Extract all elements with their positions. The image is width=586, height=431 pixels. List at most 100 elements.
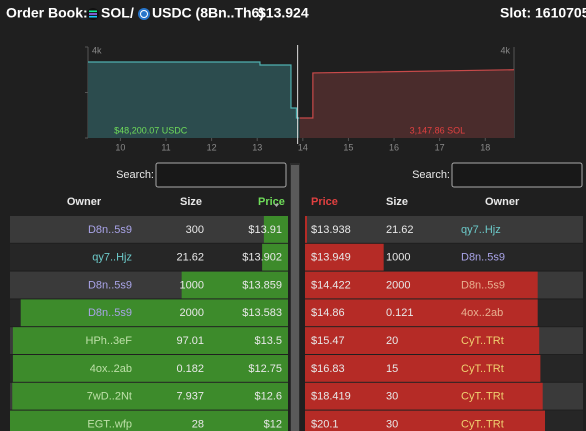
price: $13.583 xyxy=(242,307,282,319)
x-tick-label: 15 xyxy=(343,142,353,152)
sort-arrow xyxy=(274,204,279,207)
depth-bar xyxy=(12,327,288,354)
row-background xyxy=(10,216,288,243)
x-tick-label: 13 xyxy=(252,142,262,152)
y-tick-label: 4k xyxy=(92,45,102,55)
size: 97.01 xyxy=(176,335,204,347)
table-header xyxy=(10,188,288,214)
depth-bar xyxy=(305,299,538,327)
mid-price: $13.924 xyxy=(258,5,309,21)
owner: 4ox..2ab xyxy=(90,363,132,375)
x-tick-label: 11 xyxy=(161,142,170,152)
depth-bar xyxy=(305,216,307,243)
column-header: Size xyxy=(180,196,202,208)
size: 7.937 xyxy=(176,391,204,403)
search-input[interactable] xyxy=(451,162,583,188)
owner: D8n..5s9 xyxy=(88,224,132,236)
owner: D8n..5s9 xyxy=(88,307,132,319)
owner: CyT..TRt xyxy=(461,335,504,347)
price: $12.6 xyxy=(254,391,282,403)
size: 1000 xyxy=(386,252,410,264)
depth-bar xyxy=(305,382,543,410)
depth-bar xyxy=(262,243,288,271)
owner: D8n..5s9 xyxy=(88,279,132,291)
column-header: Size xyxy=(386,196,408,208)
size: 2000 xyxy=(386,279,410,291)
search-label: Search: xyxy=(116,169,154,181)
price: $15.47 xyxy=(311,335,345,347)
depth-bar xyxy=(10,410,288,431)
x-tick-label: 16 xyxy=(389,142,399,152)
owner: CyT..TRt xyxy=(461,418,504,430)
asks-depth-line xyxy=(299,69,515,119)
price: $14.422 xyxy=(311,279,351,291)
depth-bar xyxy=(181,271,288,299)
price: $13.5 xyxy=(254,335,282,347)
size: 20 xyxy=(386,335,398,347)
depth-bar xyxy=(305,271,538,299)
owner: qy7..Hjz xyxy=(92,252,132,264)
price: $12.75 xyxy=(248,363,282,375)
owner: CyT..TRt xyxy=(461,363,504,375)
separator: / xyxy=(130,5,134,21)
depth-bar xyxy=(305,327,540,354)
slot: Slot: 16107058 xyxy=(500,5,586,21)
size: 30 xyxy=(386,418,398,430)
price: $16.83 xyxy=(311,363,345,375)
owner: 4ox..2ab xyxy=(461,307,503,319)
size: 15 xyxy=(386,363,398,375)
price: $20.1 xyxy=(311,418,339,430)
price: $13.91 xyxy=(248,224,282,236)
owner: D8n..5s9 xyxy=(461,279,505,291)
column-header: Owner xyxy=(67,196,102,208)
y-tick-label: 4k xyxy=(500,45,510,55)
depth-bar xyxy=(305,355,541,382)
owner: qy7..Hjz xyxy=(461,224,501,236)
row-background xyxy=(305,216,583,243)
sol-icon xyxy=(87,8,99,20)
price: $13.949 xyxy=(311,252,351,264)
x-tick-label: 18 xyxy=(480,142,490,152)
table-header xyxy=(305,188,583,214)
price: $13.859 xyxy=(242,279,282,291)
asks-depth-area xyxy=(299,69,514,138)
size: 0.182 xyxy=(176,363,204,375)
size: 21.62 xyxy=(176,252,204,264)
size: 300 xyxy=(186,224,204,236)
base-token: SOL xyxy=(101,5,130,21)
price: $13.938 xyxy=(311,224,351,236)
price: $14.86 xyxy=(311,307,345,319)
owner: HPh..3eF xyxy=(86,335,133,347)
x-tick-label: 14 xyxy=(298,142,308,152)
size: 28 xyxy=(192,418,204,430)
size: 21.62 xyxy=(386,224,414,236)
owner: EGT..wfp xyxy=(87,418,132,430)
depth-total: 3,147.86 SOL xyxy=(410,125,466,135)
depth-total: $48,200.07 USDC xyxy=(114,125,188,135)
bids-depth-area xyxy=(88,62,300,138)
column-header: Price xyxy=(258,196,285,208)
price: $18.419 xyxy=(311,391,351,403)
x-tick-label: 10 xyxy=(115,142,125,152)
scrollbar-thumb[interactable] xyxy=(291,165,299,431)
search-input[interactable] xyxy=(155,162,287,188)
size: 2000 xyxy=(180,307,204,319)
size: 1000 xyxy=(180,279,204,291)
depth-bar xyxy=(12,382,288,410)
bids-depth-line xyxy=(88,61,300,119)
size: 0.121 xyxy=(386,307,414,319)
depth-bar xyxy=(12,355,288,382)
column-header: Owner xyxy=(485,196,520,208)
price: $12 xyxy=(264,418,282,430)
owner: D8n..5s9 xyxy=(461,252,505,264)
owner: 7wD..2Nt xyxy=(87,391,132,403)
depth-bar xyxy=(305,243,384,271)
search-label: Search: xyxy=(412,169,450,181)
x-tick-label: 17 xyxy=(435,142,445,152)
price: $13.902 xyxy=(242,252,282,264)
quote-token: USDC (8Bn..Th6) xyxy=(152,5,264,21)
column-header: Price xyxy=(311,196,338,208)
x-tick-label: 12 xyxy=(207,142,217,152)
